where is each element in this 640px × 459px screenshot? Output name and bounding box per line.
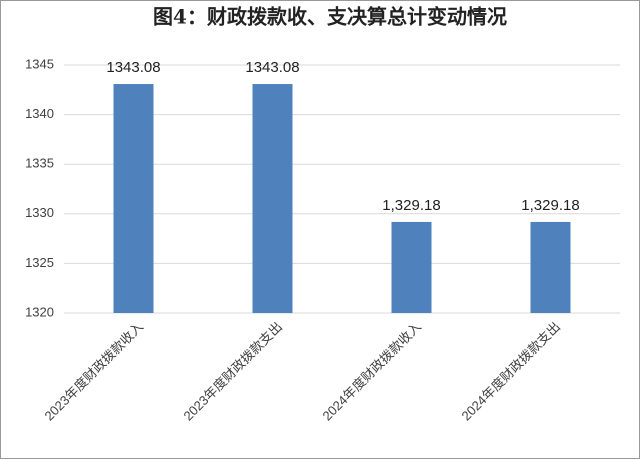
value-label: 1,329.18: [382, 197, 440, 214]
bar: [252, 84, 293, 313]
y-tick-label: 1345: [25, 56, 54, 71]
bar: [391, 221, 432, 313]
chart-title: 图4：财政拨款收、支决算总计变动情况: [153, 5, 507, 29]
y-tick-label: 1320: [25, 304, 54, 319]
y-tick-label: 1335: [25, 156, 54, 171]
y-tick-label: 1330: [25, 205, 54, 220]
value-label: 1343.08: [245, 59, 299, 76]
value-label: 1,329.18: [521, 197, 579, 214]
value-label: 1343.08: [106, 59, 160, 76]
bar: [113, 84, 154, 313]
y-tick-label: 1325: [25, 255, 54, 270]
y-tick-label: 1340: [25, 106, 54, 121]
bar: [530, 221, 571, 313]
